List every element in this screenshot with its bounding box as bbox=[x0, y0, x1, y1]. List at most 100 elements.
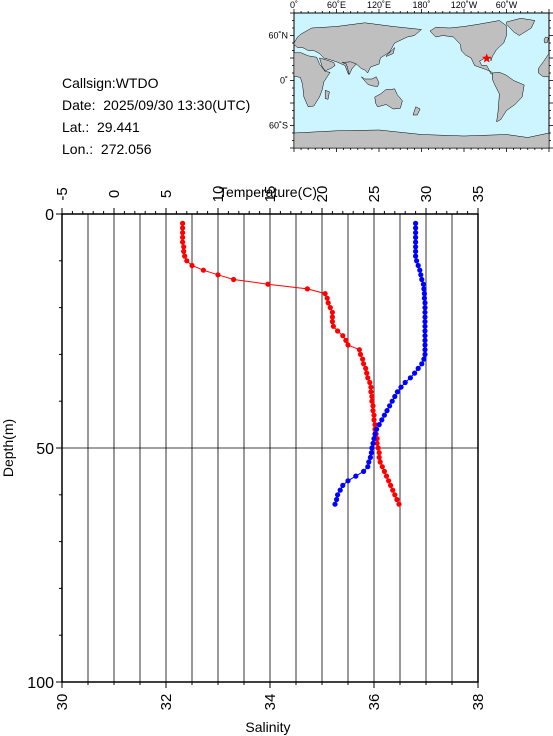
temperature-point bbox=[360, 356, 366, 362]
temperature-tick-label: 15 bbox=[262, 186, 279, 203]
map-longitude-label: 60˚W bbox=[496, 0, 518, 10]
salinity-point bbox=[402, 379, 408, 386]
map-latitude-label: 60˚S bbox=[269, 121, 288, 131]
temperature-point bbox=[364, 370, 370, 376]
temperature-point bbox=[374, 440, 380, 446]
salinity-point bbox=[337, 487, 343, 493]
chart-grid bbox=[62, 214, 478, 682]
land-mass bbox=[342, 61, 357, 76]
land-mass bbox=[543, 36, 549, 44]
salinity-point bbox=[412, 370, 418, 376]
temperature-tick-label: 20 bbox=[314, 186, 331, 203]
salinity-point bbox=[422, 342, 428, 348]
temperature-point bbox=[180, 230, 186, 236]
salinity-point bbox=[353, 473, 359, 479]
salinity-point bbox=[419, 361, 425, 367]
salinity-point bbox=[422, 347, 428, 353]
salinity-point bbox=[413, 244, 419, 250]
salinity-tick-label: 30 bbox=[54, 694, 71, 711]
salinity-point bbox=[371, 436, 377, 442]
salinity-tick-label: 38 bbox=[470, 694, 487, 711]
salinity-axis-title: Salinity bbox=[245, 719, 290, 735]
temperature-point bbox=[180, 225, 186, 231]
temperature-point bbox=[330, 323, 336, 329]
temperature-point bbox=[376, 450, 382, 456]
salinity-point bbox=[389, 398, 395, 404]
map-longitude-label: 180˚ bbox=[412, 0, 430, 10]
temperature-point bbox=[375, 445, 381, 451]
temperature-point bbox=[322, 291, 328, 297]
map-longitude-labels: 0˚ 60˚E 120˚E 180˚ 120˚W 60˚W bbox=[290, 0, 518, 10]
temperature-point bbox=[327, 305, 333, 311]
temperature-point bbox=[200, 267, 206, 273]
salinity-point bbox=[384, 408, 390, 414]
land-mass bbox=[324, 89, 330, 100]
temperature-point bbox=[329, 319, 335, 325]
date-text: Date: 2025/09/30 13:30(UTC) bbox=[62, 97, 251, 113]
map-latitude-label: 0˚ bbox=[280, 76, 288, 86]
salinity-point bbox=[419, 276, 425, 283]
salinity-point bbox=[420, 281, 426, 287]
temperature-point bbox=[368, 384, 374, 390]
salinity-point bbox=[370, 440, 376, 446]
salinity-tick-label: 34 bbox=[262, 694, 279, 711]
salinity-point bbox=[422, 328, 428, 334]
temperature-point bbox=[369, 398, 375, 404]
temperature-point bbox=[343, 337, 349, 343]
salinity-point bbox=[413, 225, 419, 231]
temperature-point bbox=[394, 496, 400, 503]
depth-tick-label: 0 bbox=[45, 207, 54, 224]
map-longitude-label: 60˚E bbox=[327, 0, 346, 10]
temperature-point bbox=[181, 244, 187, 250]
salinity-point bbox=[421, 291, 427, 297]
salinity-point bbox=[422, 333, 428, 339]
land-mass bbox=[374, 88, 403, 110]
station-marker-star bbox=[482, 53, 492, 63]
temperature-point bbox=[377, 459, 383, 465]
map-longitude-label: 120˚E bbox=[367, 0, 391, 10]
salinity-point bbox=[367, 454, 373, 460]
land-mass bbox=[492, 72, 525, 123]
salinity-point bbox=[394, 389, 400, 395]
temperature-point bbox=[396, 501, 402, 507]
salinity-point bbox=[422, 323, 428, 329]
temperature-tick-labels: -5 0 5 10 15 20 25 30 35 bbox=[54, 186, 487, 203]
map-latitude-labels: 60˚N 0˚ 60˚S bbox=[268, 31, 288, 131]
land-mass bbox=[412, 106, 421, 116]
temperature-point bbox=[363, 365, 369, 371]
salinity-point bbox=[374, 426, 380, 432]
temperature-point bbox=[370, 403, 376, 409]
salinity-tick-label: 32 bbox=[158, 694, 175, 711]
temperature-point bbox=[357, 351, 364, 357]
salinity-point bbox=[413, 253, 419, 259]
map-land bbox=[293, 18, 550, 149]
salinity-point bbox=[421, 356, 427, 362]
salinity-point bbox=[415, 365, 421, 371]
salinity-point bbox=[421, 286, 427, 292]
temperature-point bbox=[265, 281, 271, 287]
temperature-point bbox=[379, 464, 385, 470]
salinity-point bbox=[415, 262, 421, 269]
salinity-point bbox=[361, 468, 367, 474]
salinity-point bbox=[381, 412, 387, 418]
salinity-point bbox=[369, 445, 375, 451]
salinity-point bbox=[413, 239, 419, 245]
temperature-point bbox=[180, 234, 186, 240]
land-mass bbox=[293, 22, 423, 76]
salinity-point bbox=[413, 234, 419, 240]
land-mass bbox=[385, 46, 396, 57]
salinity-point bbox=[407, 375, 413, 381]
depth-tick-label: 100 bbox=[27, 675, 54, 692]
map-longitude-label: 120˚W bbox=[451, 0, 478, 10]
salinity-point bbox=[366, 459, 372, 465]
temperature-point bbox=[231, 276, 237, 283]
salinity-point bbox=[398, 384, 404, 390]
salinity-point bbox=[372, 431, 378, 437]
temperature-point bbox=[180, 239, 186, 245]
longitude-text: Lon.: 272.056 bbox=[62, 141, 152, 157]
salinity-point bbox=[421, 295, 427, 301]
map-latitude-label: 60˚N bbox=[268, 31, 288, 41]
salinity-point bbox=[332, 501, 338, 507]
salinity-point bbox=[422, 300, 428, 306]
temperature-tick-label: 25 bbox=[366, 186, 383, 203]
